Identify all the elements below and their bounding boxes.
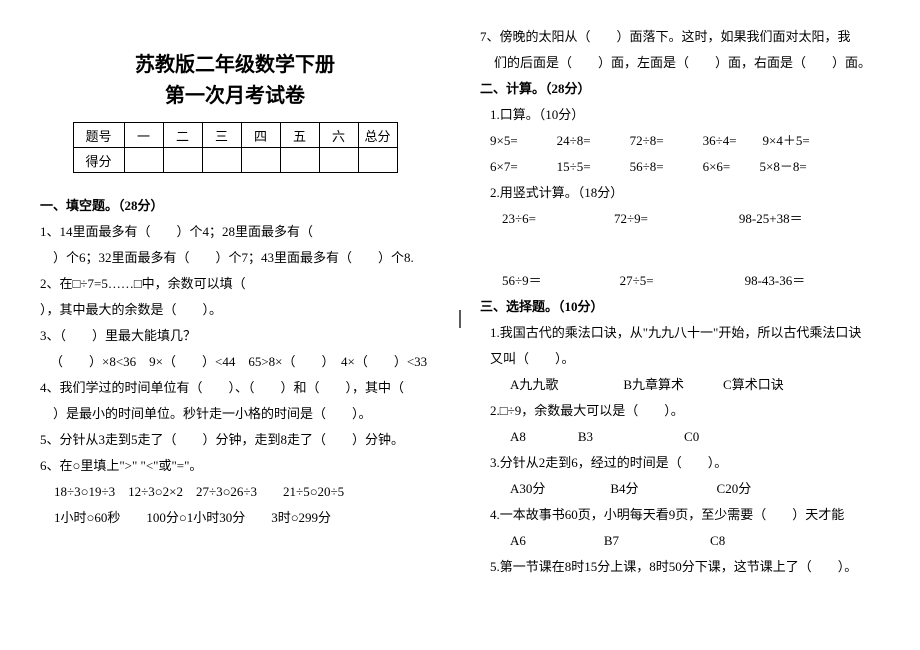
q1a: 1、14里面最多有（ ）个4；28里面最多有（ [40,219,430,245]
q3b: （ ）×8<36 9×（ ）<44 65>8×（ ） 4×（ ）<33 [50,349,430,375]
th-2: 二 [163,123,202,148]
q2a: 2、在□÷7=5……□中，余数可以填（ [40,271,430,297]
sec2-r3: 23÷6= 72÷9= 98-25+38＝ [502,206,880,232]
q4a: 4、我们学过的时间单位有（ ）、（ ）和（ ），其中（ [40,375,430,401]
q6a: 6、在○里填上">" "<"或"="。 [40,453,430,479]
cell-3 [202,148,241,173]
cell-6 [319,148,358,173]
sec2-r1: 9×5= 24÷8= 72÷8= 36÷4= 9×4＋5= [490,128,880,154]
q1b: ）个6；32里面最多有（ ）个7；43里面最多有（ ）个8. [40,245,430,271]
th-7: 总分 [358,123,397,148]
sec2-r2: 6×7= 15÷5= 56÷8= 6×6= 5×8－8= [490,154,880,180]
title-line2: 第一次月考试卷 [40,79,430,108]
s3q1a: 1.我国古代的乘法口诀，从"九九八十一"开始，所以古代乘法口诀 [490,320,880,346]
cell-5 [280,148,319,173]
q7b: 们的后面是（ ）面，左面是（ ）面，右面是（ ）面。 [494,50,880,76]
th-1: 一 [124,123,163,148]
left-column: 苏教版二年级数学下册 第一次月考试卷 题号 一 二 三 四 五 六 总分 得分 [0,0,460,650]
s3q1b: 又叫（ ）。 [490,346,880,372]
row-label: 得分 [73,148,124,173]
cell-4 [241,148,280,173]
s3q1c: A九九歌 B九章算术 C算术口诀 [510,372,880,398]
sec2-head: 二、计算。（28分） [480,76,880,102]
page-root: 苏教版二年级数学下册 第一次月考试卷 题号 一 二 三 四 五 六 总分 得分 [0,0,920,650]
sec2-r4: 56÷9＝ 27÷5= 98-43-36＝ [502,268,880,294]
cell-1 [124,148,163,173]
s3q2a: 2.□÷9，余数最大可以是（ ）。 [490,398,880,424]
s3q2b: A8 B3 C0 [510,424,880,450]
s3q3a: 3.分针从2走到6，经过的时间是（ ）。 [490,450,880,476]
sec1-head: 一、填空题。（28分） [40,193,430,219]
sec3-head: 三、选择题。（10分） [480,294,880,320]
gap1 [480,232,880,268]
s3q4a: 4.一本故事书60页，小明每天看9页，至少需要（ ）天才能 [490,502,880,528]
q2b: ），其中最大的余数是（ ）。 [40,297,430,323]
s3q4b: A6 B7 C8 [510,528,880,554]
cell-7 [358,148,397,173]
th-6: 六 [319,123,358,148]
th-0: 题号 [73,123,124,148]
q3a: 3、（ ）里最大能填几？ [40,323,430,349]
th-3: 三 [202,123,241,148]
sec2-s1: 1.口算。（10分） [490,102,880,128]
q5: 5、分针从3走到5走了（ ）分钟，走到8走了（ ）分钟。 [40,427,430,453]
q7a: 7、傍晚的太阳从（ ）面落下。这时，如果我们面对太阳，我 [480,24,880,50]
s3q3b: A30分 B4分 C20分 [510,476,880,502]
divider-mark [459,310,461,328]
score-table: 题号 一 二 三 四 五 六 总分 得分 [73,122,398,173]
q4b: ）是最小的时间单位。秒针走一小格的时间是（ ）。 [40,401,430,427]
sec2-s2: 2.用竖式计算。（18分） [490,180,880,206]
score-header-row: 题号 一 二 三 四 五 六 总分 [73,123,397,148]
q6b: 18÷3○19÷3 12÷3○2×2 27÷3○26÷3 21÷5○20÷5 [54,479,430,505]
q6c: 1小时○60秒 100分○1小时30分 3时○299分 [54,505,430,531]
cell-2 [163,148,202,173]
title-line1: 苏教版二年级数学下册 [40,48,430,77]
th-4: 四 [241,123,280,148]
s3q5a: 5.第一节课在8时15分上课，8时50分下课，这节课上了（ ）。 [490,554,880,580]
score-value-row: 得分 [73,148,397,173]
th-5: 五 [280,123,319,148]
right-column: 7、傍晚的太阳从（ ）面落下。这时，如果我们面对太阳，我 们的后面是（ ）面，左… [460,0,920,650]
